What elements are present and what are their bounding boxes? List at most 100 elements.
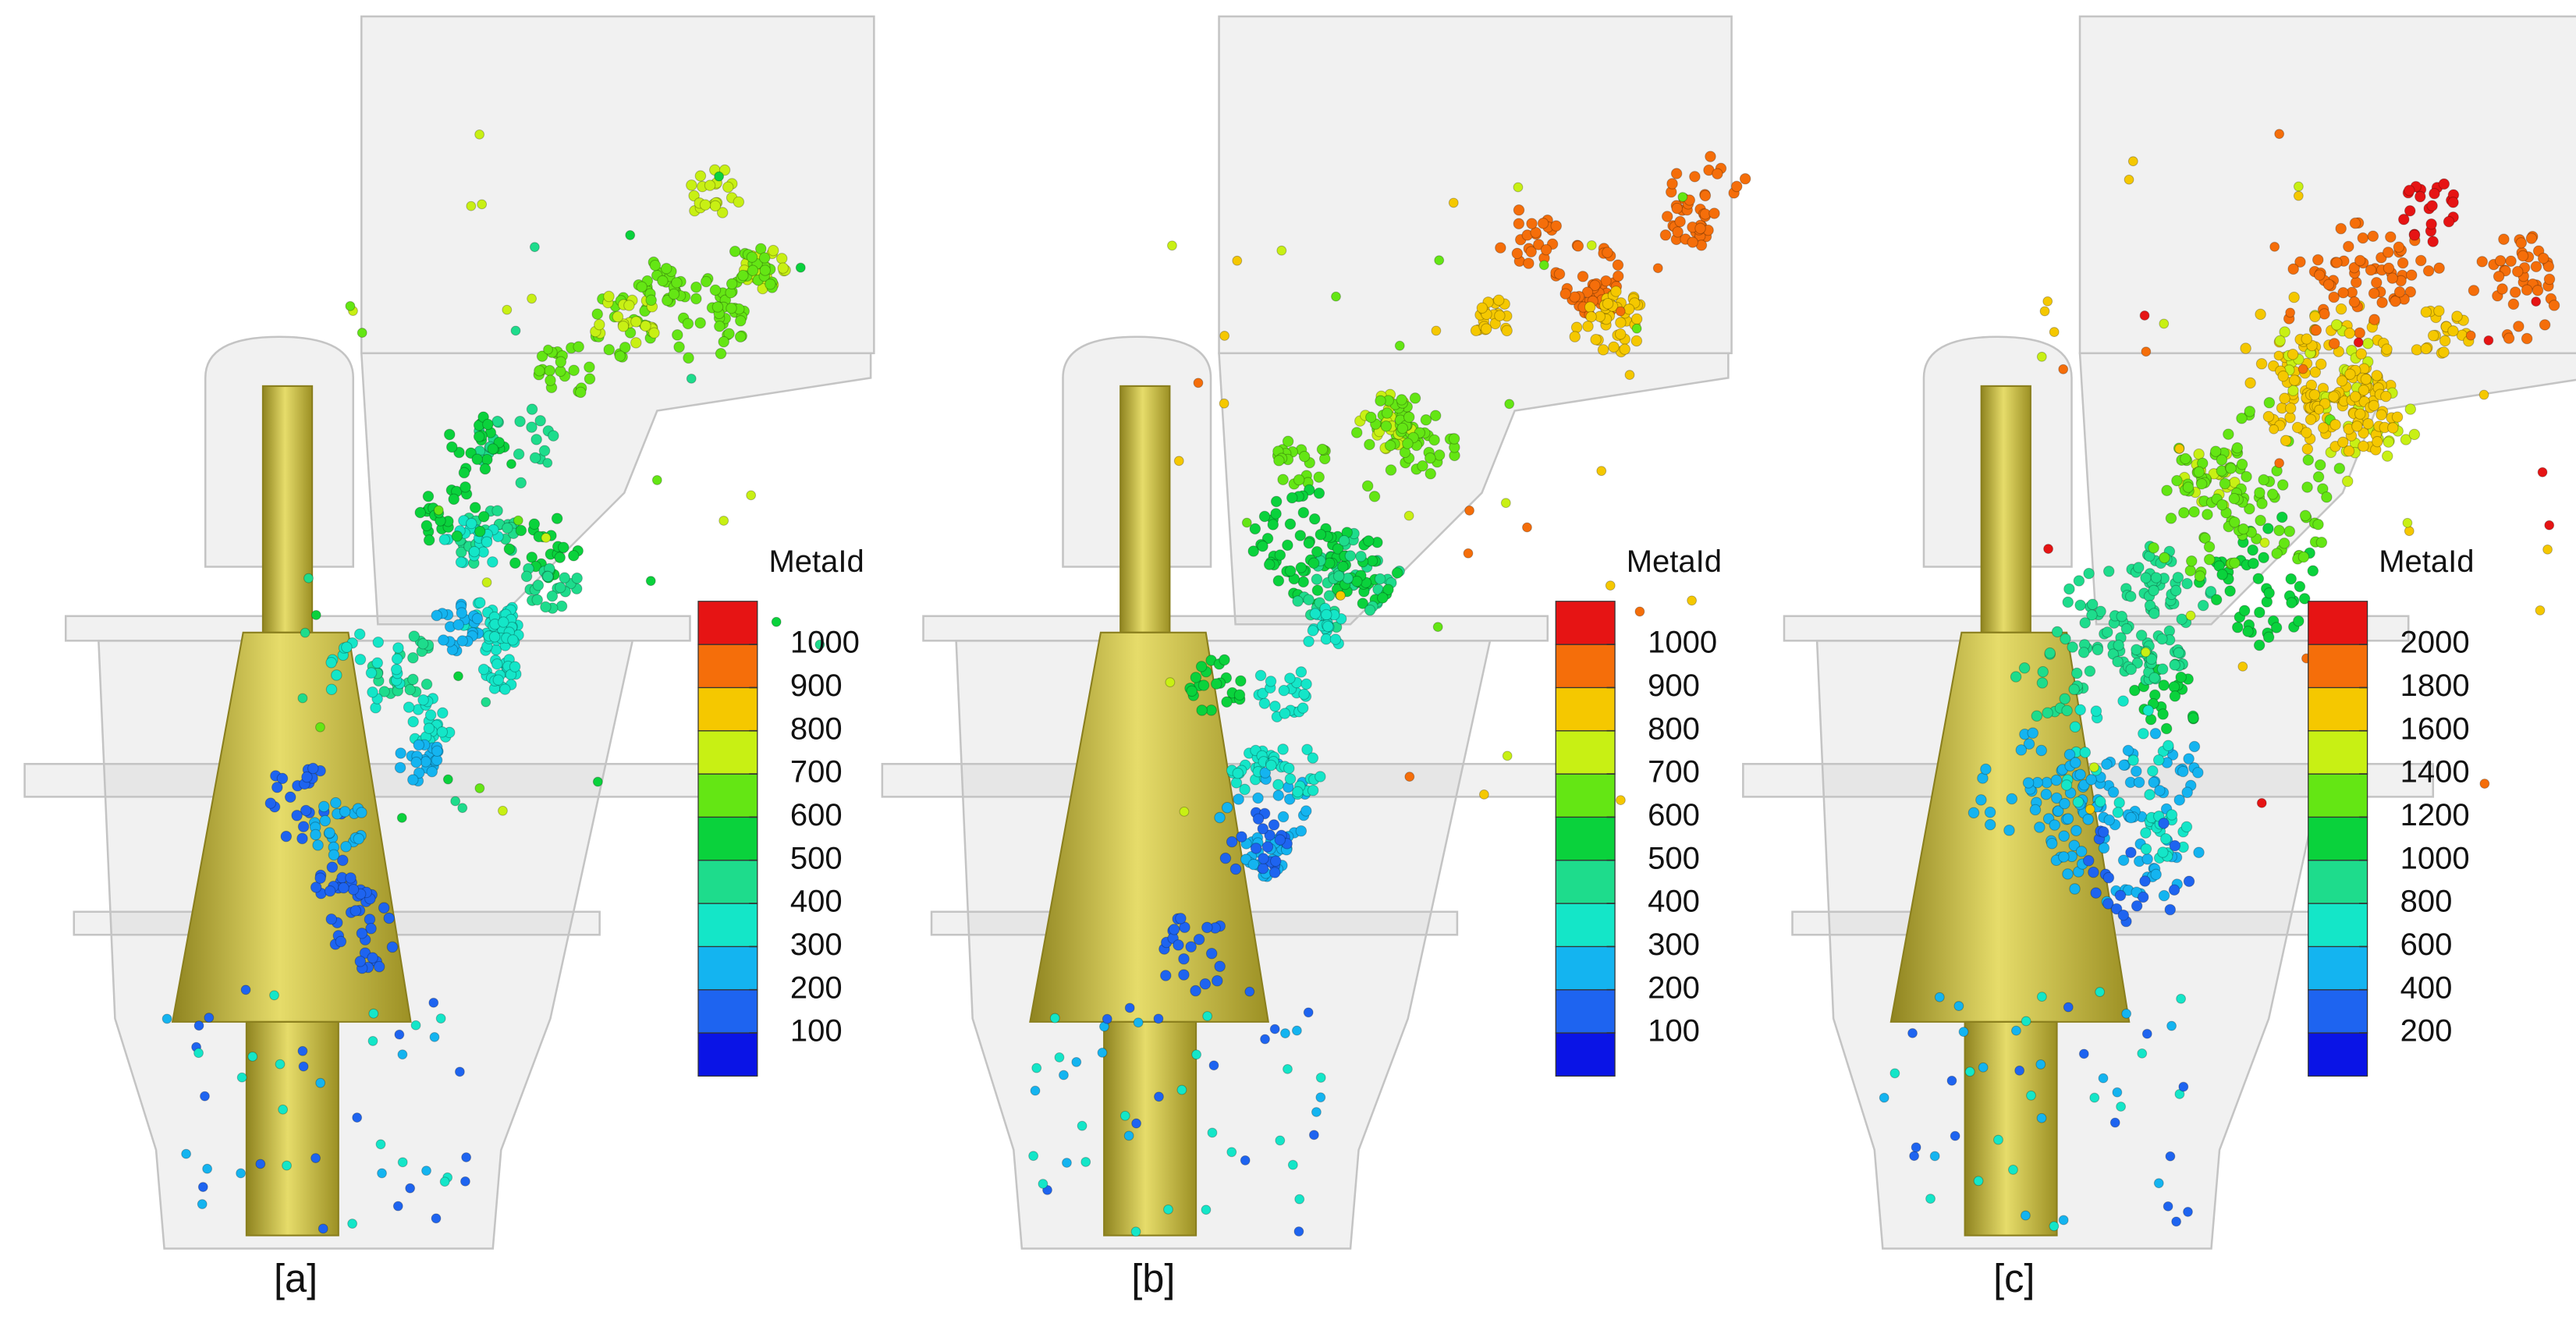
particle: [1258, 853, 1269, 864]
particle: [1630, 335, 1643, 347]
particle: [2353, 337, 2364, 348]
particle: [1380, 420, 1393, 432]
particle: [352, 1112, 363, 1123]
particle: [2109, 1117, 2120, 1128]
particle: [2496, 283, 2508, 295]
colorbar-tick-label: 1200: [2400, 798, 2470, 832]
particle: [1980, 763, 1992, 775]
particle: [2145, 653, 2158, 665]
particle: [1265, 676, 1277, 687]
particle: [1257, 862, 1269, 875]
particle: [542, 457, 553, 468]
particle: [2521, 284, 2533, 296]
particle: [2391, 411, 2404, 423]
particle: [459, 481, 471, 493]
particle: [1375, 395, 1386, 407]
particle: [498, 805, 508, 816]
particle: [2404, 286, 2417, 298]
particle: [2027, 727, 2038, 739]
particle: [471, 612, 484, 625]
colorbar-tick-label: 1600: [2400, 711, 2470, 746]
particle: [668, 288, 680, 300]
particle: [1274, 834, 1286, 846]
particle: [1175, 913, 1187, 924]
particle: [193, 1020, 204, 1031]
particle: [2008, 1165, 2018, 1175]
particle: [2043, 544, 2053, 554]
particle: [2166, 1020, 2177, 1031]
particle: [1252, 792, 1264, 804]
particle: [433, 505, 444, 516]
particle: [1464, 505, 1474, 516]
particle: [2358, 384, 2370, 396]
particle: [584, 361, 595, 373]
particle: [2097, 826, 2109, 838]
colorbar-band: [1555, 903, 1616, 948]
particle: [2537, 467, 2548, 477]
particle: [2074, 704, 2086, 716]
particle: [1062, 1158, 1072, 1168]
particle: [383, 912, 396, 924]
particle: [2174, 443, 2185, 454]
particle: [2422, 265, 2435, 277]
colorbar-band: [2308, 946, 2368, 991]
particle: [529, 452, 541, 464]
particle: [2075, 846, 2088, 857]
particle: [532, 579, 545, 591]
particle: [2443, 215, 2455, 228]
particle: [2210, 594, 2223, 605]
particle: [1028, 1151, 1039, 1162]
particle: [2174, 1089, 2185, 1099]
particle: [1233, 689, 1246, 701]
particle: [1589, 279, 1601, 292]
particle: [771, 616, 782, 627]
particle: [2468, 285, 2480, 296]
particle: [461, 1152, 472, 1162]
particle: [545, 374, 556, 386]
particle: [2294, 580, 2306, 593]
particle: [1254, 669, 1267, 682]
particle: [466, 200, 477, 211]
particle: [1624, 370, 1635, 380]
particle: [1705, 151, 1716, 162]
particle: [2400, 434, 2412, 445]
particle: [1984, 818, 1996, 831]
particle: [506, 459, 516, 470]
particle: [477, 199, 488, 210]
particle: [2073, 575, 2085, 587]
particle: [2058, 364, 2069, 374]
particle: [2242, 626, 2254, 637]
particle: [454, 1066, 465, 1077]
particle: [1269, 1024, 1280, 1034]
particle: [2178, 1081, 2189, 1092]
particle: [2102, 898, 2114, 910]
colorbar-band: [1555, 989, 1616, 1034]
colorbar-tick-label: 300: [790, 928, 843, 962]
particle: [1394, 340, 1405, 351]
particle: [1303, 1007, 1314, 1018]
colorbar-tick-label: 400: [2400, 970, 2453, 1005]
particle: [1239, 783, 1251, 796]
particle: [2102, 871, 2115, 884]
particle: [2086, 609, 2098, 621]
particle: [282, 1160, 292, 1171]
particle: [1929, 1151, 1940, 1162]
particle: [2161, 484, 2173, 497]
particle: [515, 477, 527, 489]
particle: [1596, 466, 1607, 477]
particle: [534, 415, 546, 427]
particle: [2112, 807, 2124, 818]
particle: [528, 518, 541, 530]
particle: [417, 694, 429, 706]
particle: [2149, 728, 2162, 740]
particle: [2157, 708, 2169, 720]
particle: [1569, 331, 1581, 342]
particle: [1260, 1034, 1270, 1045]
particle: [2152, 754, 2165, 766]
particle: [269, 990, 279, 1001]
particle: [2117, 695, 2129, 707]
particle: [2036, 351, 2047, 362]
particle: [554, 581, 566, 594]
colorbar-band: [2308, 687, 2368, 732]
particle: [514, 415, 526, 428]
